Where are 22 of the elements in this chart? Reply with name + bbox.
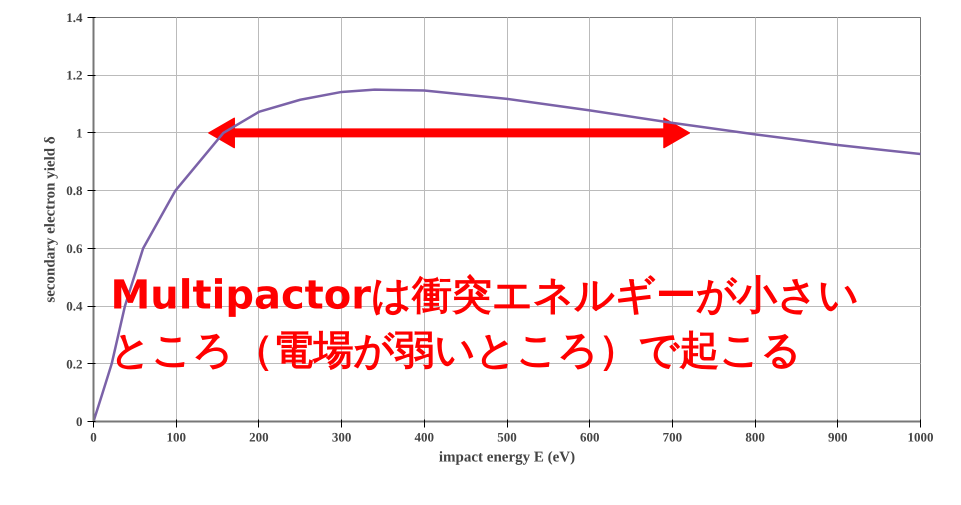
x-tick-label: 400 xyxy=(414,430,434,444)
y-tick-label: 0.4 xyxy=(66,298,83,314)
x-tick-label: 500 xyxy=(497,430,517,444)
x-tick-label: 600 xyxy=(580,430,600,444)
x-axis-title: impact energy E (eV) xyxy=(438,450,576,466)
y-tick-label: 1 xyxy=(76,125,82,140)
y-tick-label: 0 xyxy=(76,414,82,429)
x-tick-label: 700 xyxy=(662,430,682,444)
x-tick-label: 0 xyxy=(90,430,97,444)
x-tick-label: 200 xyxy=(249,430,269,444)
annotation: ところ（電場が弱いところ）で起こる xyxy=(110,328,802,374)
y-tick-label: 1.2 xyxy=(66,68,82,83)
x-tick-label: 300 xyxy=(332,430,352,444)
x-tick-label: 100 xyxy=(166,430,186,444)
y-tick-label: 0.8 xyxy=(66,183,83,198)
y-tick-label: 0.2 xyxy=(66,356,82,372)
y-tick-label: 1.4 xyxy=(66,10,83,25)
y-axis-title: secondary electron yield δ xyxy=(42,136,58,303)
x-tick-label: 800 xyxy=(745,430,765,444)
x-tick-label: 900 xyxy=(828,430,848,444)
y-tick-label: 0.6 xyxy=(66,240,83,256)
x-tick-label: 1000 xyxy=(908,430,934,444)
